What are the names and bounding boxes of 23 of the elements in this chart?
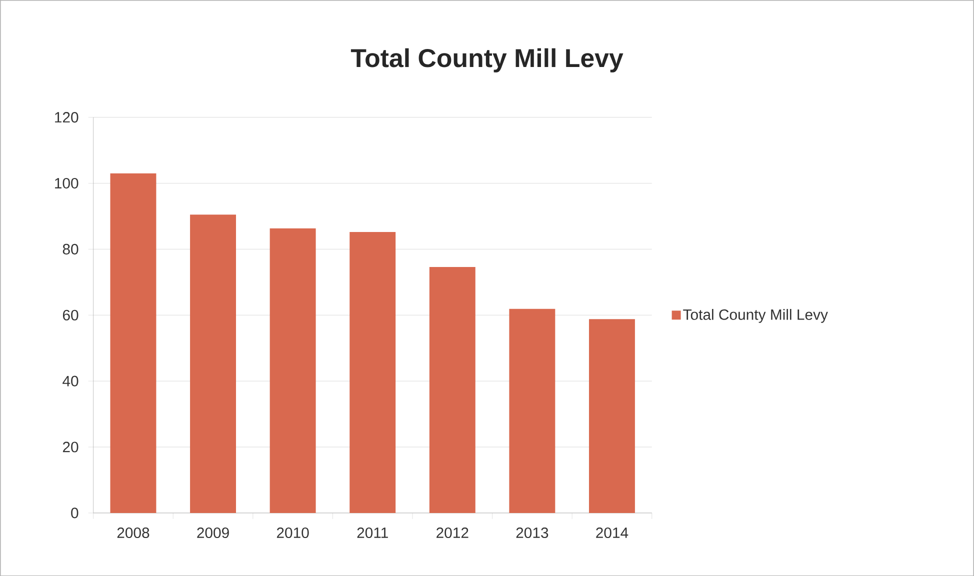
bar (270, 228, 316, 513)
x-tick-label: 2013 (516, 527, 548, 538)
bar (190, 214, 236, 513)
y-tick-label: 60 (62, 310, 78, 320)
bar (588, 318, 635, 513)
x-tick-label: 2014 (596, 527, 628, 538)
bar (350, 232, 396, 513)
y-tick-label: 80 (62, 244, 78, 254)
bar (429, 266, 476, 513)
y-tick-label: 20 (62, 442, 78, 452)
chart-title: Total County Mill Levy (350, 48, 624, 72)
x-tick-label: 2012 (436, 527, 468, 538)
legend-label: Total County Mill Levy (683, 308, 828, 323)
y-tick-label: 100 (55, 178, 78, 188)
x-tick-label: 2008 (117, 527, 150, 538)
bar (509, 308, 556, 513)
x-tick-label: 2011 (357, 527, 388, 538)
y-tick-label: 120 (55, 112, 78, 122)
x-tick-label: 2009 (197, 527, 229, 538)
x-tick-label: 2010 (276, 527, 309, 538)
y-tick-label: 40 (62, 376, 78, 386)
bar (110, 173, 156, 513)
y-tick-label: 0 (71, 508, 78, 518)
